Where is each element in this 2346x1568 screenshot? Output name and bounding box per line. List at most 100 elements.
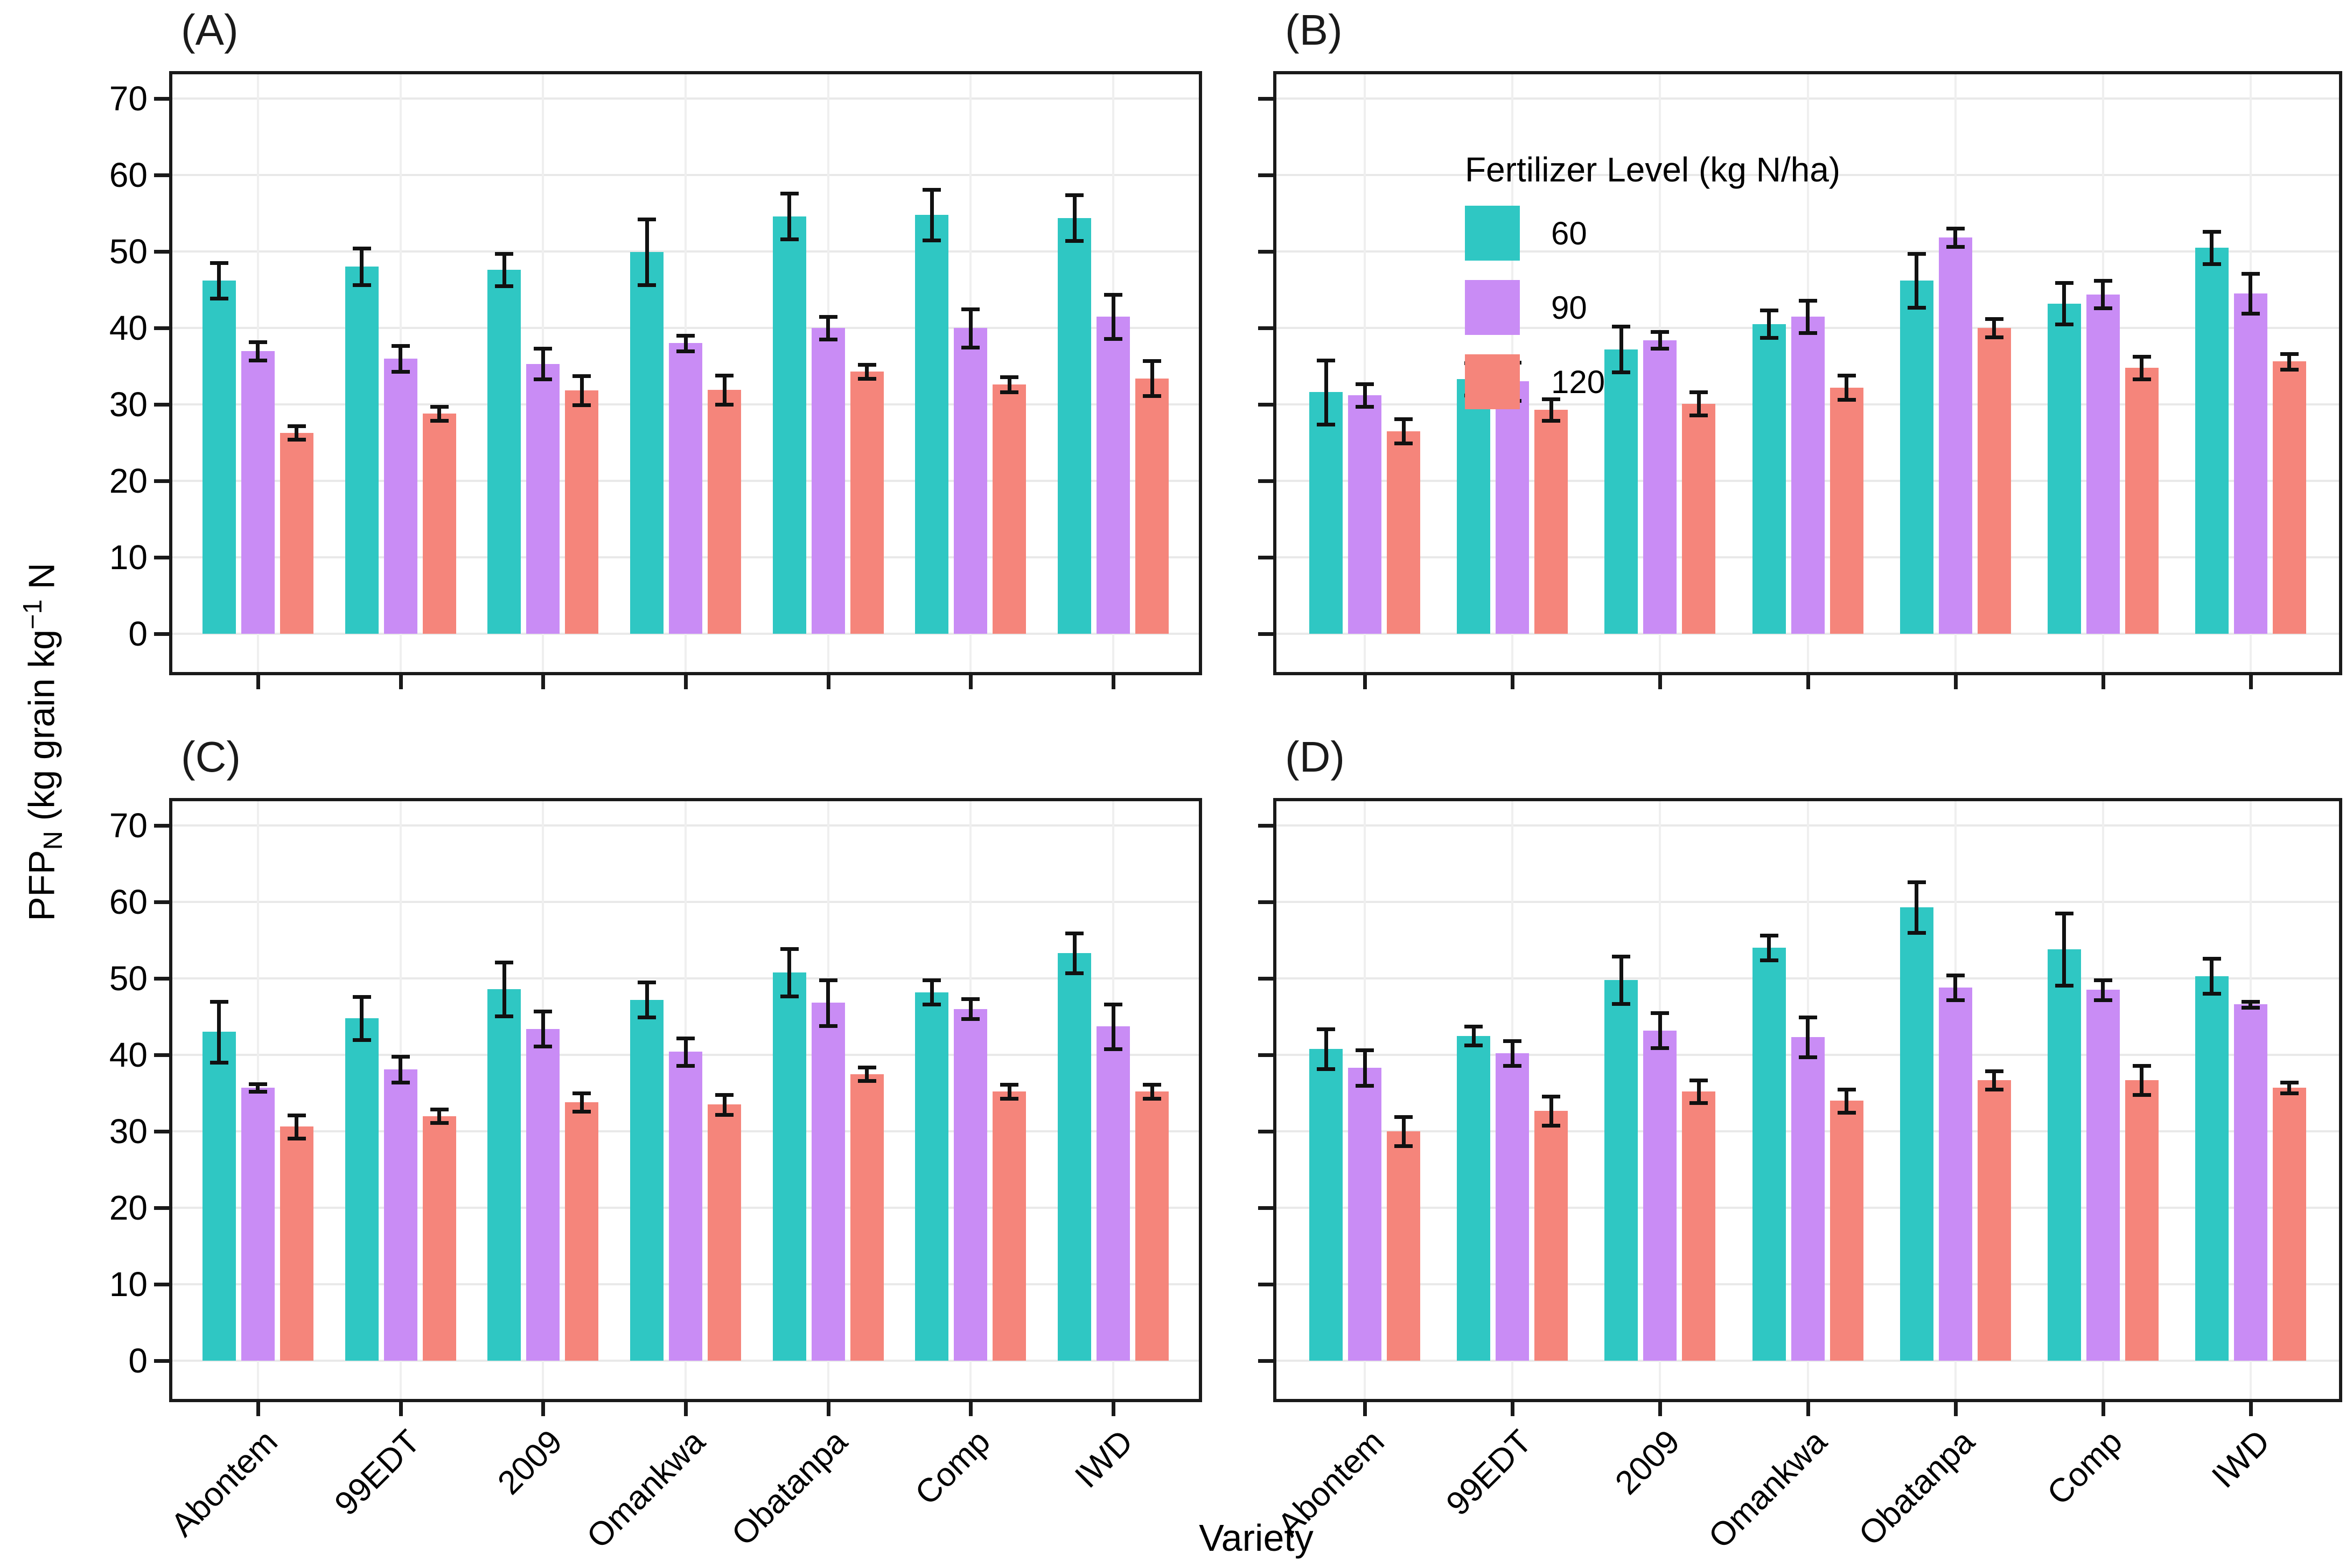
error-cap-low-B-Obatanpa-90: [1946, 245, 1965, 249]
legend-label-60: 60: [1551, 215, 1587, 251]
error-cap-low-C-Omankwa-120: [715, 1112, 734, 1117]
error-cap-low-A-2009-120: [572, 403, 591, 408]
error-cap-high-B-Omankwa-120: [1837, 374, 1856, 378]
x-tick-Comp: [2101, 675, 2105, 689]
bar-C-99EDT-120: [422, 1116, 456, 1361]
bar-C-Abontem-90: [241, 1088, 275, 1361]
x-tick-Omankwa: [1806, 1402, 1810, 1416]
error-cap-high-A-2009-120: [572, 374, 591, 379]
error-cap-low-C-2009-90: [534, 1045, 553, 1049]
bar-C-Omankwa-120: [708, 1104, 741, 1361]
bar-A-Obatanpa-120: [850, 371, 884, 634]
error-cap-low-A-2009-60: [495, 284, 514, 288]
error-cap-high-D-Comp-60: [2055, 912, 2073, 916]
panel-label-D: (D): [1285, 733, 1345, 781]
x-tick-label-99EDT: 99EDT: [327, 1423, 428, 1523]
error-bar-D-Comp-60: [2062, 913, 2066, 985]
error-bar-A-2009-120: [579, 376, 584, 405]
error-bar-C-99EDT-120: [437, 1109, 442, 1123]
error-bar-B-2009-60: [1619, 326, 1623, 373]
error-cap-high-A-Abontem-90: [248, 340, 267, 344]
error-bar-D-2009-60: [1619, 956, 1623, 1004]
legend-title: Fertilizer Level (kg N/ha): [1465, 150, 1841, 189]
bar-A-2009-90: [526, 363, 560, 634]
x-tick-label-IWD: IWD: [2205, 1423, 2278, 1495]
bar-D-Comp-120: [2125, 1080, 2159, 1361]
error-cap-low-C-Abontem-60: [210, 1061, 228, 1065]
error-bar-B-Abontem-120: [1401, 418, 1406, 444]
error-bar-C-IWD-120: [1150, 1084, 1154, 1098]
plot-area-D: Abontem 99EDT 2009 Omankwa Obatanpa Comp IWD: [1258, 798, 2342, 1556]
bar-A-IWD-120: [1135, 378, 1169, 634]
error-cap-low-C-99EDT-120: [430, 1121, 449, 1125]
x-tick-2009: [1658, 675, 1663, 689]
error-cap-low-C-2009-60: [495, 1014, 514, 1018]
error-cap-low-D-IWD-90: [2241, 1005, 2260, 1010]
error-bar-C-Comp-120: [1007, 1084, 1011, 1098]
error-cap-low-B-Abontem-60: [1317, 422, 1336, 426]
error-cap-low-A-99EDT-90: [391, 369, 410, 374]
error-cap-high-C-Omankwa-120: [715, 1093, 734, 1097]
error-bar-A-Obatanpa-90: [826, 316, 830, 340]
error-cap-high-B-99EDT-120: [1542, 397, 1561, 402]
bar-C-IWD-60: [1058, 953, 1092, 1361]
bar-A-99EDT-60: [345, 267, 379, 634]
legend-entry-60: 60: [1465, 206, 1840, 261]
x-tick-label-2009: 2009: [491, 1423, 570, 1502]
bar-B-Obatanpa-120: [1977, 328, 2011, 634]
y-tick-30: [154, 403, 169, 407]
error-cap-low-A-Obatanpa-120: [857, 376, 876, 381]
error-cap-high-D-Comp-120: [2132, 1063, 2151, 1068]
error-cap-high-C-Obatanpa-90: [819, 978, 837, 982]
x-tick-99EDT: [1511, 1402, 1515, 1416]
y-tick-10: [1258, 1283, 1273, 1286]
error-cap-low-D-Omankwa-90: [1798, 1055, 1817, 1060]
error-cap-high-D-99EDT-60: [1464, 1025, 1483, 1029]
panel-label-A: (A): [181, 6, 239, 54]
error-bar-B-Obatanpa-60: [1915, 254, 1919, 307]
bar-A-Abontem-120: [280, 432, 313, 634]
bar-B-Comp-120: [2125, 367, 2159, 634]
bar-A-Obatanpa-60: [772, 216, 806, 634]
v-gridline-Abontem: [1364, 74, 1366, 672]
x-tick-Comp: [969, 675, 973, 689]
error-cap-low-B-Omankwa-120: [1837, 398, 1856, 402]
error-bar-D-IWD-120: [2287, 1082, 2292, 1093]
bar-C-99EDT-90: [383, 1069, 417, 1361]
error-cap-low-D-IWD-60: [2202, 992, 2221, 996]
error-cap-high-D-Abontem-120: [1394, 1115, 1413, 1119]
error-cap-low-D-IWD-120: [2280, 1091, 2299, 1095]
y-tick-label-70: 70: [109, 79, 148, 118]
y-tick-40: [154, 326, 169, 330]
y-tick-0: [1258, 1359, 1273, 1363]
y-tick-70: [1258, 97, 1273, 101]
bar-D-99EDT-120: [1534, 1110, 1568, 1361]
bar-B-IWD-90: [2233, 293, 2267, 634]
error-cap-high-C-Abontem-90: [248, 1082, 267, 1086]
error-bar-C-2009-60: [502, 962, 506, 1016]
error-bar-A-IWD-60: [1072, 194, 1077, 241]
bar-B-Comp-90: [2086, 294, 2120, 634]
y-tick-20: [1258, 479, 1273, 483]
y-tick-50: [154, 250, 169, 254]
error-cap-low-C-Abontem-120: [287, 1136, 306, 1140]
error-cap-high-D-Comp-90: [2093, 978, 2112, 982]
error-bar-A-Omankwa-120: [722, 375, 727, 404]
y-tick-0: [1258, 632, 1273, 636]
error-bar-D-Obatanpa-120: [1992, 1070, 1996, 1089]
y-tick-0: [154, 632, 169, 636]
error-cap-low-C-Comp-120: [1000, 1096, 1019, 1101]
error-bar-B-Comp-120: [2140, 356, 2144, 380]
error-cap-high-B-Omankwa-60: [1759, 309, 1778, 313]
x-tick-Omankwa: [684, 675, 688, 689]
error-bar-D-Omankwa-120: [1845, 1089, 1848, 1112]
error-cap-high-C-Obatanpa-120: [857, 1065, 876, 1069]
bar-D-2009-60: [1604, 979, 1638, 1361]
error-cap-high-A-IWD-120: [1143, 359, 1162, 363]
error-cap-high-D-2009-120: [1689, 1078, 1708, 1082]
x-tick-IWD: [2249, 675, 2253, 689]
panel-A: (A) 0 10 20 30 40 50 60 70: [109, 6, 1202, 689]
y-tick-50: [154, 977, 169, 981]
x-tick-IWD: [1112, 1402, 1116, 1416]
error-bar-A-Omankwa-90: [683, 335, 688, 351]
